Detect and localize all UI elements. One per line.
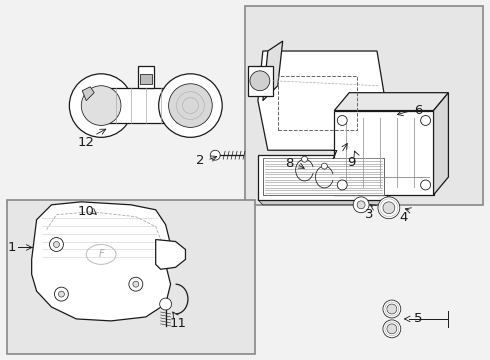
Bar <box>334 111 434 195</box>
Polygon shape <box>258 51 387 150</box>
Bar <box>278 76 357 130</box>
Circle shape <box>357 201 365 209</box>
Bar <box>7 200 255 354</box>
Text: F: F <box>98 249 104 260</box>
Polygon shape <box>434 93 448 195</box>
Circle shape <box>58 291 64 297</box>
Bar <box>140 74 152 84</box>
Circle shape <box>383 202 395 214</box>
Bar <box>138 66 154 88</box>
Circle shape <box>70 74 133 137</box>
Text: 11: 11 <box>170 318 187 330</box>
Polygon shape <box>263 41 283 100</box>
Polygon shape <box>82 87 94 100</box>
Circle shape <box>378 197 400 219</box>
Circle shape <box>420 180 431 190</box>
Text: 6: 6 <box>415 104 423 117</box>
Circle shape <box>337 116 347 125</box>
Circle shape <box>387 304 397 314</box>
Circle shape <box>54 287 69 301</box>
Text: 5: 5 <box>415 312 423 325</box>
Polygon shape <box>387 155 390 205</box>
Circle shape <box>159 74 222 137</box>
Circle shape <box>420 116 431 125</box>
Polygon shape <box>334 93 448 111</box>
Circle shape <box>81 86 121 125</box>
Circle shape <box>353 197 369 213</box>
Polygon shape <box>156 239 185 269</box>
Text: 9: 9 <box>347 156 355 168</box>
Text: 3: 3 <box>365 208 373 221</box>
Bar <box>248 66 273 96</box>
Text: 10: 10 <box>78 205 95 218</box>
Text: 8: 8 <box>286 157 294 170</box>
Circle shape <box>250 71 270 91</box>
Bar <box>263 158 384 195</box>
Text: 2: 2 <box>196 154 205 167</box>
Circle shape <box>133 281 139 287</box>
Circle shape <box>160 298 172 310</box>
Polygon shape <box>32 202 171 321</box>
Circle shape <box>129 277 143 291</box>
Circle shape <box>169 84 212 127</box>
Bar <box>258 155 387 200</box>
Bar <box>101 88 191 123</box>
Text: 12: 12 <box>78 136 95 149</box>
Text: 7: 7 <box>330 149 339 162</box>
Circle shape <box>383 320 401 338</box>
Circle shape <box>383 300 401 318</box>
Circle shape <box>387 324 397 334</box>
Circle shape <box>337 180 347 190</box>
Text: 4: 4 <box>399 211 408 224</box>
Polygon shape <box>258 200 390 205</box>
Circle shape <box>301 156 308 162</box>
Circle shape <box>321 163 327 169</box>
Bar <box>245 6 483 205</box>
Text: 1: 1 <box>7 241 16 254</box>
Circle shape <box>210 150 220 160</box>
Circle shape <box>49 238 63 251</box>
Circle shape <box>53 242 59 247</box>
